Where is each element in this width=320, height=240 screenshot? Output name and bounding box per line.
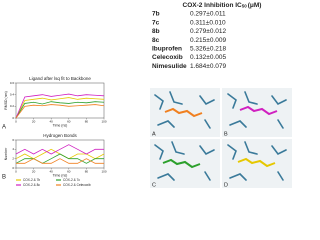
panel-bg	[222, 88, 292, 137]
row-value: 0.132±0.005	[190, 54, 226, 61]
x-axis-label: Time (ns)	[53, 123, 68, 127]
series-line	[15, 97, 105, 119]
table-header: COX-2 Inhibition IC50(μM)	[183, 2, 262, 9]
legend-label: COX-2 & 7b	[23, 178, 40, 182]
panel-bg	[150, 139, 220, 188]
x-tick-label: 100	[101, 169, 106, 173]
row-name: Ibuprofen	[152, 46, 182, 53]
figure: COX-2 Inhibition IC50(μM) 7b 0.297±0.0117…	[2, 2, 292, 188]
y-axis-label: RMSD (nm)	[4, 91, 8, 109]
y-tick-label: 4	[12, 147, 14, 151]
x-tick-label: 80	[85, 169, 89, 173]
ligand	[237, 157, 276, 168]
plot-frame	[15, 82, 105, 119]
legend-label: COX-2 & Celecoxib	[63, 183, 91, 187]
y-tick-label: 6	[12, 138, 14, 142]
legend-label: COX-2 & 7c	[63, 178, 80, 182]
x-tick-label: 100	[101, 119, 106, 123]
y-tick-label: 0.6	[10, 81, 15, 85]
row-name: Celecoxib	[152, 54, 183, 61]
series-line	[15, 93, 105, 119]
structure-panels	[150, 88, 292, 188]
ligand	[162, 158, 201, 169]
panel-letter: B	[224, 131, 228, 137]
row-value: 1.684±0.079	[190, 63, 226, 70]
charts: Ligand after lsq fit to Backbone 0 0.2 0.4 0…	[2, 76, 107, 187]
row-value: 0.311±0.010	[190, 19, 226, 26]
x-tick-label: 60	[67, 169, 71, 173]
ligand	[164, 107, 203, 118]
y-tick-label: 0	[12, 116, 14, 120]
y-tick-label: 0.2	[10, 104, 15, 108]
chart-title: Hydrogen Bonds	[43, 133, 77, 138]
series-line	[16, 158, 104, 164]
panel-bg	[222, 139, 292, 188]
residues	[227, 91, 287, 129]
panel-label: A	[2, 125, 6, 131]
residues	[154, 141, 215, 181]
row-value: 0.215±0.009	[190, 37, 226, 44]
row-value: 5.326±0.218	[190, 46, 226, 53]
series-line	[15, 153, 104, 164]
x-tick-label: 40	[50, 119, 54, 123]
series-line	[15, 104, 105, 119]
x-axis-label: Time (ns)	[53, 173, 68, 177]
x-tick-label: 60	[67, 119, 71, 123]
row-name: 7b	[152, 11, 160, 18]
x-tick-label: 20	[32, 119, 36, 123]
y-tick-label: 2	[12, 156, 14, 160]
y-tick-label: 0.4	[10, 92, 15, 96]
header-unit: (μM)	[248, 2, 262, 9]
panel-letter: A	[152, 131, 156, 137]
series-line	[15, 101, 105, 119]
row-value: 0.297±0.011	[190, 11, 226, 18]
header-text: COX-2 Inhibition IC	[183, 2, 243, 9]
panel-label: B	[2, 175, 6, 181]
y-tick-label: 0	[12, 166, 14, 170]
legend-label: COX-2 & 8c	[23, 183, 40, 187]
x-tick-label: 0	[15, 169, 17, 173]
table: 7b 0.297±0.011 7c 0.311±0.010 8b 0.279±0.012 8…	[152, 11, 226, 70]
row-name: 8c	[152, 37, 160, 44]
x-tick-label: 40	[50, 169, 54, 173]
header-sub: 50	[242, 4, 248, 9]
row-value: 0.279±0.012	[190, 28, 226, 35]
panel-letter: D	[224, 182, 228, 188]
chart-title: Ligand after lsq fit to Backbone	[29, 76, 91, 81]
y-axis-label: Number	[4, 147, 8, 160]
x-tick-label: 20	[32, 169, 36, 173]
panel-letter: C	[152, 182, 156, 188]
residues	[227, 141, 287, 181]
residues	[154, 91, 215, 129]
row-name: 7c	[152, 19, 160, 26]
x-tick-label: 80	[85, 119, 89, 123]
row-name: Nimesulide	[152, 63, 187, 70]
series-line	[15, 144, 104, 155]
ligand	[239, 105, 278, 116]
panel-labels: A B C D	[152, 131, 228, 188]
x-tick-label: 0	[15, 119, 17, 123]
row-name: 8b	[152, 28, 160, 35]
